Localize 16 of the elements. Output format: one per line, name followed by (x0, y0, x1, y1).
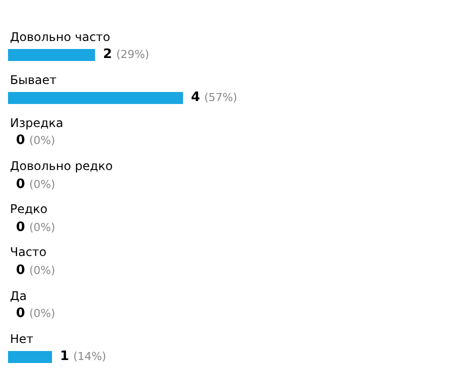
y-tick-label: Довольно часто (10, 30, 110, 44)
data-label: 2 (29%) (103, 47, 150, 62)
data-label: 1 (14%) (60, 349, 106, 364)
data-label: 0 (0%) (16, 220, 56, 235)
data-label: 0 (0%) (16, 263, 56, 278)
y-tick-label: Да (10, 289, 27, 303)
data-label: 0 (0%) (16, 306, 56, 321)
y-tick-label: Бывает (10, 73, 57, 87)
y-tick-label: Редко (10, 202, 48, 216)
y-tick-label: Изредка (10, 116, 64, 130)
data-label: 4 (57%) (191, 90, 238, 105)
y-tick-label: Нет (10, 332, 34, 346)
data-label: 0 (0%) (16, 133, 56, 148)
data-label: 0 (0%) (16, 177, 56, 192)
y-tick-label: Часто (10, 245, 47, 259)
y-tick-label: Довольно редко (10, 159, 113, 173)
